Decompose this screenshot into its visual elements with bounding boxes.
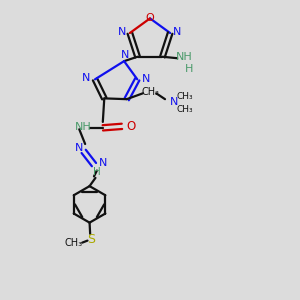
Text: NH: NH: [75, 122, 92, 132]
Text: N: N: [82, 73, 90, 83]
Text: CH₃: CH₃: [64, 238, 83, 248]
Text: O: O: [146, 14, 154, 23]
Text: S: S: [87, 233, 95, 246]
Text: CH₃: CH₃: [177, 92, 194, 101]
Text: CH₃: CH₃: [177, 105, 194, 114]
Text: N: N: [170, 97, 178, 107]
Text: N: N: [142, 74, 150, 84]
Text: N: N: [173, 27, 182, 37]
Text: N: N: [75, 143, 83, 153]
Text: N: N: [118, 27, 127, 37]
Text: O: O: [127, 120, 136, 133]
Text: N: N: [122, 50, 130, 60]
Text: NH: NH: [176, 52, 193, 62]
Text: H: H: [93, 167, 101, 177]
Text: N: N: [99, 158, 108, 168]
Text: CH₂: CH₂: [141, 87, 159, 97]
Text: H: H: [185, 64, 194, 74]
